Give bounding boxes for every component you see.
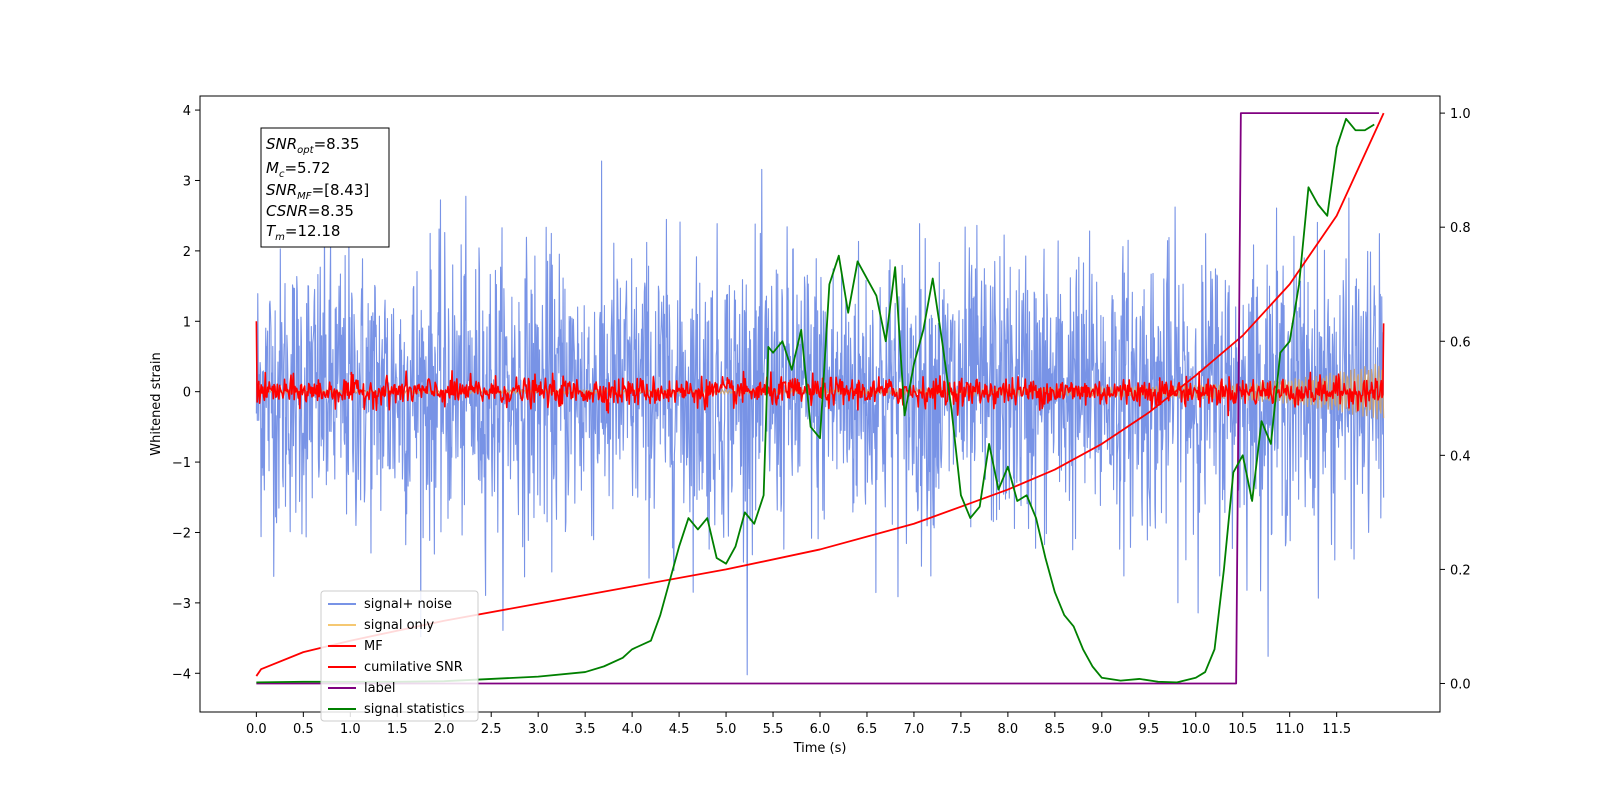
x-axis-label: Time (s) (793, 741, 847, 756)
x-tick-label-7: 3.5 (575, 722, 596, 737)
x-tick-label-13: 6.5 (857, 722, 878, 737)
x-tick-label-18: 9.0 (1091, 722, 1112, 737)
stats-box: SNRopt=8.35 Mc=5.72 SNRMF=[8.43] CSNR=8.… (260, 127, 390, 248)
y-tick-label-2: 2 (183, 245, 191, 260)
x-tick-label-8: 4.0 (622, 722, 643, 737)
y-tick-label-1: 3 (183, 174, 191, 189)
y2-tick-label-2: 0.6 (1450, 335, 1471, 350)
x-tick-label-1: 0.5 (293, 722, 314, 737)
x-tick-label-6: 3.0 (528, 722, 549, 737)
x-tick-label-0: 0.0 (246, 722, 267, 737)
x-tick-label-21: 10.5 (1228, 722, 1257, 737)
legend: signal+ noise signal only MF cumilative … (320, 590, 479, 722)
stat-tm-sub: m (275, 232, 285, 243)
x-tick-label-17: 8.5 (1045, 722, 1066, 737)
x-tick-label-23: 11.5 (1322, 722, 1351, 737)
stat-snr-opt-sub: opt (297, 145, 314, 156)
y2-tick-label-0: 1.0 (1450, 107, 1471, 122)
x-tick-label-2: 1.0 (340, 722, 361, 737)
stat-mc-label: M (266, 159, 279, 177)
x-tick-label-15: 7.5 (951, 722, 972, 737)
x-tick-label-9: 4.5 (669, 722, 690, 737)
y-tick-label-8: −4 (172, 667, 191, 682)
stat-snr-mf-label: SNR (266, 181, 297, 199)
series-label (256, 112, 1379, 685)
stat-snr-mf-value: =[8.43] (312, 181, 370, 199)
x-tick-label-11: 5.5 (763, 722, 784, 737)
series-signal-statistics (256, 117, 1375, 684)
x-tick-label-5: 2.5 (481, 722, 502, 737)
y-tick-label-6: −2 (172, 526, 191, 541)
stat-snr-opt-label: SNR (266, 135, 297, 153)
x-axis: 0.0 0.5 1.0 1.5 2.0 2.5 3.0 3.5 4.0 4.5 5.0 5.5 6.0 6… (246, 712, 1351, 737)
x-tick-label-12: 6.0 (810, 722, 831, 737)
x-tick-label-19: 9.5 (1138, 722, 1159, 737)
stat-snr-mf-sub: MF (297, 191, 312, 202)
y-tick-label-4: 0 (183, 386, 191, 401)
x-tick-label-22: 11.0 (1275, 722, 1304, 737)
y2-tick-label-5: 0.0 (1450, 677, 1471, 692)
stat-snr-opt: SNRopt=8.35 (266, 135, 360, 156)
legend-label-cumulative-snr: cumilative SNR (364, 660, 463, 675)
stat-mc: Mc=5.72 (266, 159, 330, 180)
y2-tick-label-1: 0.8 (1450, 221, 1471, 236)
stat-snr-mf: SNRMF=[8.43] (266, 181, 369, 202)
stat-snr-opt-value: =8.35 (314, 135, 360, 153)
x-tick-label-16: 8.0 (998, 722, 1019, 737)
stat-csnr: CSNR=8.35 (266, 202, 354, 220)
series-mf (255, 321, 1385, 417)
legend-label-signal-noise: signal+ noise (364, 597, 452, 612)
y-tick-label-7: −3 (172, 597, 191, 612)
y-tick-label-0: 4 (183, 104, 191, 119)
legend-label-label: label (364, 681, 395, 696)
x-tick-label-4: 2.0 (434, 722, 455, 737)
stat-mc-sub: c (279, 169, 285, 180)
x-tick-label-20: 10.0 (1181, 722, 1210, 737)
y-tick-label-3: 1 (183, 315, 191, 330)
y2-tick-label-3: 0.4 (1450, 449, 1471, 464)
y-axis-label: Whitened strain (149, 352, 164, 455)
legend-label-signal-only: signal only (364, 618, 434, 633)
y-axis-left: 4 3 2 1 0 −1 −2 −3 −4 (172, 104, 200, 682)
stats-box-frame (260, 127, 390, 248)
y-tick-label-5: −1 (172, 456, 191, 471)
stat-tm: Tm=12.18 (266, 222, 340, 243)
stat-csnr-value: =8.35 (308, 202, 354, 220)
x-tick-label-14: 7.0 (904, 722, 925, 737)
y-axis-right: 1.0 0.8 0.6 0.4 0.2 0.0 (1440, 107, 1471, 692)
legend-label-mf: MF (364, 639, 383, 654)
x-tick-label-10: 5.0 (716, 722, 737, 737)
stat-csnr-label: CSNR (266, 202, 308, 220)
stat-tm-value: =12.18 (285, 222, 341, 240)
stat-tm-label: T (266, 222, 277, 240)
y2-tick-label-4: 0.2 (1450, 563, 1471, 578)
x-tick-label-3: 1.5 (387, 722, 408, 737)
legend-label-signal-statistics: signal statistics (364, 702, 465, 717)
stat-mc-value: =5.72 (284, 159, 330, 177)
legend-frame (320, 590, 479, 722)
